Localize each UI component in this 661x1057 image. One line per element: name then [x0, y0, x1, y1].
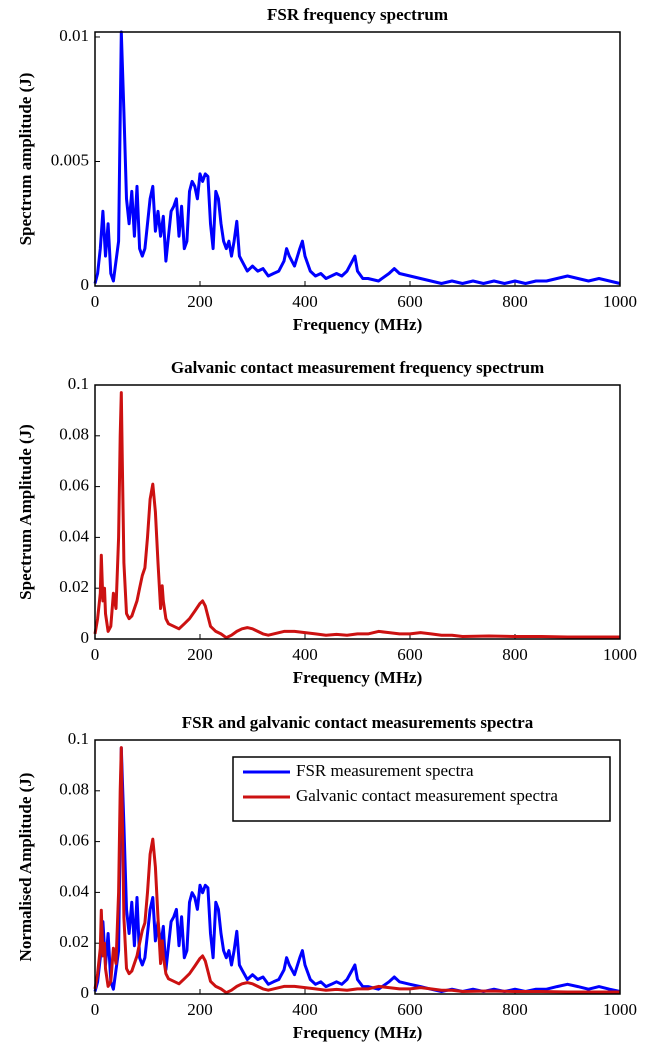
x-tick-label: 400 [292, 292, 318, 311]
y-tick-label: 0.1 [68, 729, 89, 748]
x-tick-label: 400 [292, 645, 318, 664]
x-tick-label: 600 [397, 1000, 423, 1019]
spectrum-line [93, 391, 620, 640]
x-tick-label: 200 [187, 292, 213, 311]
x-tick-label: 1000 [603, 645, 637, 664]
x-tick-label: 0 [91, 292, 100, 311]
x-tick-label: 200 [187, 645, 213, 664]
y-tick-label: 0.02 [59, 577, 89, 596]
y-tick-label: 0.1 [68, 374, 89, 393]
axes-box [94, 384, 621, 640]
y-tick-label: 0 [81, 983, 90, 1002]
y-axis-label: Spectrum Amplitude (J) [16, 424, 35, 600]
axes-box [94, 31, 621, 287]
x-tick-label: 800 [502, 1000, 528, 1019]
x-tick-label: 800 [502, 645, 528, 664]
x-tick-label: 0 [91, 1000, 100, 1019]
spectrum-line [93, 30, 621, 285]
chart-title: Galvanic contact measurement frequency s… [171, 358, 544, 377]
axes-box [94, 739, 621, 995]
y-axis-label: Normalised Amplitude (J) [16, 773, 35, 962]
legend-label: FSR measurement spectra [296, 761, 474, 780]
y-tick-label: 0.08 [59, 425, 89, 444]
x-tick-label: 0 [91, 645, 100, 664]
y-tick-label: 0.04 [59, 526, 89, 545]
chart-title: FSR frequency spectrum [267, 5, 448, 24]
chart-title: FSR and galvanic contact measurements sp… [182, 713, 534, 732]
y-tick-label: 0.02 [59, 932, 89, 951]
y-tick-label: 0.06 [59, 831, 89, 850]
x-axis-label: Frequency (MHz) [293, 668, 423, 687]
y-tick-label: 0 [81, 628, 90, 647]
y-tick-label: 0 [81, 275, 90, 294]
x-tick-label: 600 [397, 292, 423, 311]
y-tick-label: 0.005 [51, 150, 89, 169]
x-tick-label: 600 [397, 645, 423, 664]
y-axis-label: Spectrum amplitude (J) [16, 73, 35, 246]
y-tick-label: 0.01 [59, 26, 89, 45]
x-tick-label: 400 [292, 1000, 318, 1019]
legend-label: Galvanic contact measurement spectra [296, 786, 558, 805]
x-tick-label: 200 [187, 1000, 213, 1019]
y-tick-label: 0.08 [59, 780, 89, 799]
x-axis-label: Frequency (MHz) [293, 1023, 423, 1042]
spectrum-line [93, 746, 620, 995]
x-tick-label: 800 [502, 292, 528, 311]
x-tick-label: 1000 [603, 1000, 637, 1019]
legend-box [232, 756, 611, 822]
y-tick-label: 0.06 [59, 476, 89, 495]
x-tick-label: 1000 [603, 292, 637, 311]
x-axis-label: Frequency (MHz) [293, 315, 423, 334]
y-tick-label: 0.04 [59, 881, 89, 900]
